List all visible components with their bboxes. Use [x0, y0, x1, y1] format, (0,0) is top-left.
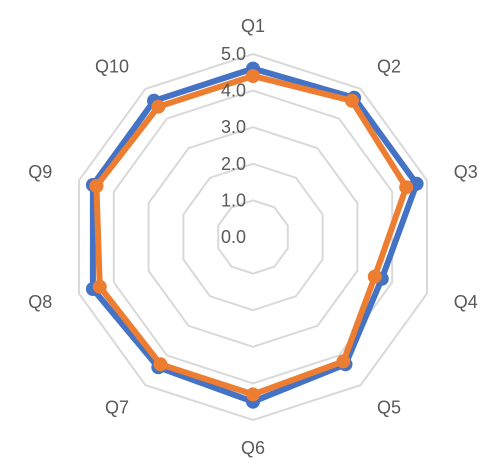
- category-labels: Q1 Q2 Q3 Q4 Q5 Q6 Q7 Q8 Q9 Q10: [28, 16, 477, 458]
- series-2-point-q5: [336, 354, 351, 369]
- grid-ring-4: [112, 89, 394, 385]
- grid-ring-5: [78, 52, 428, 422]
- grid-ring-2: [182, 162, 324, 312]
- radar-grid: [78, 52, 428, 422]
- category-label-q2: Q2: [377, 56, 401, 76]
- radar-series: [85, 61, 424, 409]
- category-label-q3: Q3: [454, 162, 478, 182]
- tick-label-4: 4.0: [221, 81, 246, 101]
- series-2-point-q6: [246, 387, 260, 402]
- category-label-q4: Q4: [454, 292, 478, 312]
- category-label-q1: Q1: [241, 16, 265, 36]
- series-2-point-q3: [399, 180, 414, 195]
- category-label-q8: Q8: [28, 292, 52, 312]
- series-2-point-q7: [153, 357, 168, 372]
- tick-label-2: 2.0: [221, 154, 246, 174]
- category-label-q5: Q5: [377, 398, 401, 418]
- category-label-q10: Q10: [95, 56, 129, 76]
- tick-label-1: 1.0: [221, 190, 246, 210]
- tick-label-0: 0.0: [221, 227, 246, 247]
- series-2-point-q10: [151, 99, 166, 114]
- series-2-point-q1: [246, 69, 260, 83]
- grid-ring-3: [147, 126, 359, 348]
- series-2-point-q9: [89, 179, 104, 194]
- tick-label-5: 5.0: [221, 44, 246, 64]
- series-2-point-q2: [345, 93, 359, 108]
- category-label-q6: Q6: [241, 438, 265, 458]
- category-label-q9: Q9: [28, 162, 52, 182]
- grid-ring-1: [217, 199, 289, 275]
- tick-label-3: 3.0: [221, 117, 246, 137]
- series-1-line: [89, 65, 420, 405]
- series-2-point-q8: [92, 279, 107, 294]
- radial-tick-labels: 0.0 1.0 2.0 3.0 4.0 5.0: [221, 44, 246, 247]
- series-2-point-q4: [367, 269, 382, 284]
- category-label-q7: Q7: [105, 398, 129, 418]
